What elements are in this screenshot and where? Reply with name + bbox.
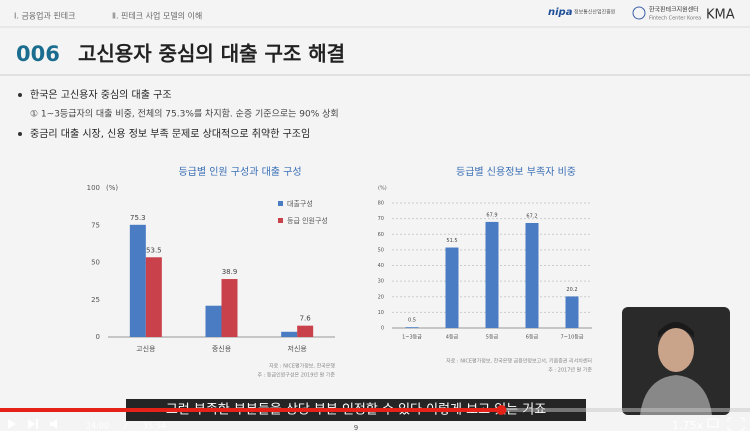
- logo: nipa: [548, 7, 573, 18]
- y-tick-label: 30: [378, 279, 384, 285]
- breadcrumb: Ⅰ. 금융업과 핀테크: [14, 12, 76, 21]
- bar: [565, 296, 579, 328]
- value-label: 0.5: [408, 318, 416, 324]
- x-tick-label: 중신용: [212, 344, 232, 353]
- next-button[interactable]: [28, 419, 38, 429]
- fullscreen-button[interactable]: [727, 417, 745, 431]
- x-tick-label: 6등급: [526, 335, 539, 341]
- x-tick-label: 7~10등급: [561, 335, 584, 341]
- x-tick-label: 4등급: [446, 335, 459, 341]
- value-label: 20.2: [566, 287, 577, 293]
- y-tick-label: 60: [378, 232, 384, 238]
- progress-played: [0, 408, 502, 412]
- slide-title: 고신용자 중심의 대출 구조 해결: [78, 42, 345, 66]
- source-note: 주 : 2017년 말 기준: [548, 367, 592, 374]
- logo: Fintech Center Korea: [649, 16, 701, 22]
- y-tick-label: 40: [378, 263, 384, 269]
- page-number: 9: [354, 424, 358, 431]
- source-note: 주 : 등급인원구성은 2019년 말 기준: [257, 372, 335, 379]
- value-label: 7.6: [300, 315, 312, 323]
- bullet-dot: [18, 132, 22, 136]
- webcam: [622, 307, 730, 415]
- bar: [485, 221, 499, 328]
- value-label: 51.5: [446, 238, 457, 244]
- value-label: 67.9: [486, 212, 497, 218]
- current-time: 24:00: [86, 422, 109, 431]
- x-tick-label: 저신용: [288, 344, 308, 353]
- y-tick-label: 25: [91, 296, 100, 304]
- play-button[interactable]: [8, 419, 16, 429]
- legend-swatch: [278, 201, 283, 206]
- bar: [405, 327, 419, 328]
- volume-button[interactable]: [50, 419, 57, 429]
- y-tick-label: 50: [91, 259, 100, 267]
- duration: 35:54: [143, 422, 166, 431]
- logo-icon: [632, 6, 646, 20]
- value-label: 75.3: [130, 214, 146, 222]
- y-tick-label: 75: [91, 221, 100, 229]
- bullet: 한국은 고신용자 중심의 대출 구조: [30, 89, 172, 101]
- x-tick-label: 1~3등급: [402, 335, 422, 341]
- sub-bullet: ① 1~3등급자의 대출 비중, 전체의 75.3%를 차지함. 순증 기준으로…: [30, 108, 339, 120]
- bullet-dot: [18, 93, 22, 97]
- x-tick-label: 고신용: [136, 344, 156, 353]
- y-tick-label: 50: [378, 247, 384, 253]
- source-note: 자료 : NICE평가정보, 한국은행 금융안정보고서, 키움증권 리서치센터: [446, 358, 592, 365]
- hair: [658, 322, 694, 338]
- value-label: 67.2: [526, 214, 537, 220]
- bar: [145, 257, 162, 337]
- y-tick-label: 100: [87, 184, 100, 192]
- time-separator: /: [124, 422, 127, 431]
- x-tick-label: 5등급: [486, 335, 499, 341]
- bullet: 중금리 대출 시장, 신용 정보 부족 문제로 상대적으로 취약한 구조임: [30, 127, 310, 140]
- legend-swatch: [278, 218, 283, 223]
- breadcrumb: Ⅱ. 핀테크 사업 모델의 이해: [112, 11, 202, 21]
- miniplayer-button[interactable]: [707, 418, 719, 428]
- y-tick-label: 70: [378, 216, 384, 222]
- y-tick-label: 0: [96, 333, 100, 341]
- bar: [525, 223, 539, 328]
- bar: [205, 305, 222, 337]
- logo: 한국핀테크지원센터: [649, 6, 699, 14]
- slide-number: 006: [16, 42, 60, 66]
- value-label: 53.5: [146, 246, 162, 254]
- y-tick-label: 20: [378, 294, 384, 300]
- bar: [221, 279, 238, 337]
- legend-label: 대출구성: [287, 199, 313, 208]
- logo: 정보통신산업진흥원: [574, 9, 616, 16]
- bar: [445, 247, 459, 328]
- y-axis-label: (%): [106, 184, 118, 192]
- value-label: 38.9: [222, 268, 238, 276]
- logo: KMA: [706, 8, 735, 23]
- y-tick-label: 80: [378, 201, 384, 207]
- legend-label: 등급 인원구성: [287, 216, 328, 225]
- bar: [129, 224, 146, 337]
- y-tick-label: 10: [378, 310, 384, 316]
- chart-title: 등급별 신용정보 부족자 비중: [456, 166, 576, 178]
- bar: [297, 325, 314, 337]
- y-tick-label: 0: [381, 326, 384, 332]
- face: [658, 328, 694, 372]
- shirt: [640, 375, 712, 415]
- bar: [281, 331, 298, 337]
- chart-title: 등급별 인원 구성과 대출 구성: [178, 166, 301, 178]
- progress-knob[interactable]: [496, 405, 507, 415]
- speed-button[interactable]: 1.75x: [672, 419, 703, 431]
- y-axis-label: (%): [378, 186, 387, 192]
- source-note: 자료 : NICE평가정보, 한국은행: [269, 363, 335, 370]
